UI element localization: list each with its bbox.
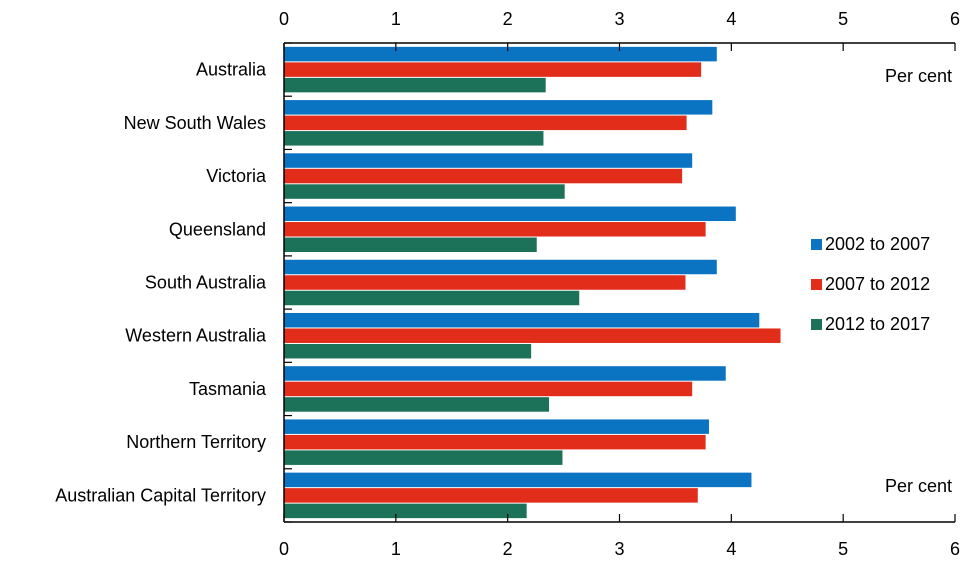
legend-label: 2007 to 2012	[825, 274, 930, 294]
bar-2-1	[284, 62, 702, 77]
bar-2-4	[284, 222, 706, 237]
x-tick-label-top: 6	[950, 9, 960, 29]
legend-swatch	[811, 239, 822, 250]
x-tick-label-top: 1	[391, 9, 401, 29]
bar-2-8	[284, 434, 706, 450]
bar-1-3	[284, 153, 693, 168]
category-label: Australia	[196, 60, 267, 80]
x-tick-label-bottom: 1	[391, 539, 401, 559]
category-label: Western Australia	[125, 326, 267, 346]
x-tick-label-top: 3	[614, 9, 624, 29]
bar-3-3	[284, 184, 565, 199]
bar-1-6	[284, 312, 760, 328]
bars-layer	[284, 46, 781, 519]
bar-3-7	[284, 397, 550, 412]
legend-label: 2002 to 2007	[825, 234, 930, 254]
category-label: New South Wales	[124, 113, 266, 133]
bar-3-1	[284, 77, 546, 93]
bar-2-7	[284, 381, 693, 397]
unit-label-bottom: Per cent	[885, 476, 952, 496]
legend-label: 2012 to 2017	[825, 314, 930, 334]
category-label: Tasmania	[189, 379, 267, 399]
bar-3-5	[284, 290, 580, 306]
bar-2-5	[284, 275, 686, 290]
bar-2-9	[284, 488, 698, 503]
x-tick-label-top: 4	[726, 9, 736, 29]
x-tick-label-bottom: 5	[838, 539, 848, 559]
bar-3-8	[284, 450, 563, 465]
category-label: Australian Capital Territory	[55, 485, 266, 505]
bar-2-2	[284, 115, 687, 131]
x-tick-label-bottom: 4	[726, 539, 736, 559]
bar-1-9	[284, 472, 752, 488]
bar-1-1	[284, 46, 717, 62]
bar-3-6	[284, 343, 532, 359]
bar-3-4	[284, 237, 537, 253]
bar-1-5	[284, 259, 717, 275]
x-tick-label-bottom: 6	[950, 539, 960, 559]
x-tick-label-top: 5	[838, 9, 848, 29]
category-label: South Australia	[145, 273, 267, 293]
unit-label-top: Per cent	[885, 66, 952, 86]
legend: 2002 to 2007 2007 to 2012 2012 to 2017	[811, 234, 930, 334]
x-tick-label-bottom: 2	[503, 539, 513, 559]
x-tick-label-bottom: 3	[614, 539, 624, 559]
x-tick-label-top: 2	[503, 9, 513, 29]
bar-3-9	[284, 503, 527, 519]
category-label: Northern Territory	[126, 432, 266, 452]
axes-layer	[283, 42, 956, 523]
bar-3-2	[284, 131, 544, 146]
x-tick-label-bottom: 0	[279, 539, 289, 559]
bar-1-7	[284, 366, 726, 381]
bar-1-2	[284, 100, 713, 115]
bar-1-8	[284, 419, 709, 434]
bar-1-4	[284, 206, 736, 222]
bar-2-3	[284, 168, 683, 184]
legend-swatch	[811, 279, 822, 290]
legend-swatch	[811, 319, 822, 330]
category-label: Queensland	[169, 219, 266, 239]
x-tick-label-top: 0	[279, 9, 289, 29]
category-label: Victoria	[206, 166, 267, 186]
labels-layer: Australia New South Wales Victoria Queensla…	[55, 9, 960, 559]
bar-2-6	[284, 328, 781, 343]
